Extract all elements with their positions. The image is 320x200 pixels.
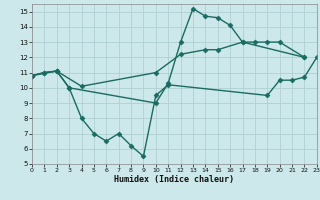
X-axis label: Humidex (Indice chaleur): Humidex (Indice chaleur) xyxy=(115,175,234,184)
